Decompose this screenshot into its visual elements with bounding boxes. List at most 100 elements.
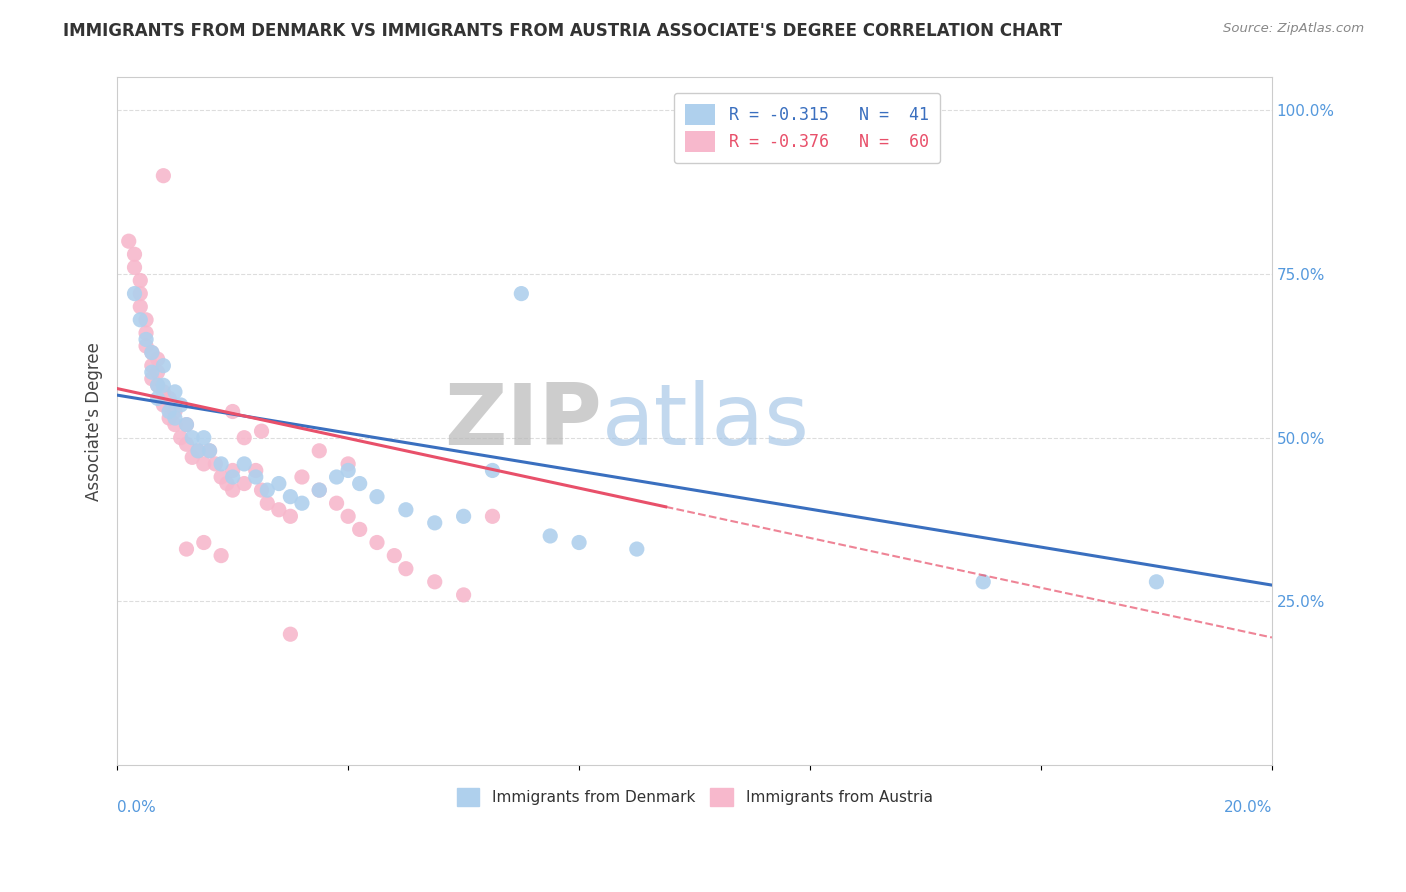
Point bbox=[221, 404, 243, 418]
Point bbox=[146, 378, 169, 392]
Text: 20.0%: 20.0% bbox=[1223, 799, 1272, 814]
Point bbox=[308, 483, 330, 497]
Point bbox=[233, 457, 256, 471]
Point bbox=[626, 542, 648, 557]
Point bbox=[325, 496, 347, 510]
Point bbox=[233, 431, 256, 445]
Point bbox=[209, 470, 232, 484]
Point bbox=[215, 476, 238, 491]
Point bbox=[256, 496, 278, 510]
Point bbox=[170, 431, 193, 445]
Text: Source: ZipAtlas.com: Source: ZipAtlas.com bbox=[1223, 22, 1364, 36]
Point bbox=[193, 457, 215, 471]
Point bbox=[308, 443, 330, 458]
Point bbox=[176, 417, 198, 432]
Text: atlas: atlas bbox=[602, 380, 810, 463]
Point bbox=[118, 234, 141, 248]
Point bbox=[163, 411, 186, 425]
Point bbox=[221, 463, 243, 477]
Point bbox=[141, 359, 163, 373]
Point bbox=[187, 443, 209, 458]
Point bbox=[256, 483, 278, 497]
Point bbox=[481, 463, 503, 477]
Point bbox=[124, 247, 146, 261]
Point bbox=[152, 398, 174, 412]
Point bbox=[124, 260, 146, 275]
Point bbox=[395, 502, 418, 516]
Point bbox=[423, 516, 446, 530]
Point bbox=[141, 372, 163, 386]
Point bbox=[181, 431, 204, 445]
Point bbox=[382, 549, 405, 563]
Point bbox=[176, 542, 198, 557]
Point bbox=[157, 404, 180, 418]
Point bbox=[280, 509, 302, 524]
Point bbox=[152, 169, 174, 183]
Point bbox=[209, 457, 232, 471]
Point bbox=[221, 470, 243, 484]
Y-axis label: Associate's Degree: Associate's Degree bbox=[86, 342, 103, 500]
Point bbox=[538, 529, 561, 543]
Point bbox=[146, 365, 169, 379]
Point bbox=[141, 345, 163, 359]
Point bbox=[366, 535, 388, 549]
Point bbox=[972, 574, 994, 589]
Point bbox=[291, 470, 314, 484]
Point bbox=[146, 392, 169, 406]
Point bbox=[349, 523, 371, 537]
Point bbox=[245, 470, 267, 484]
Point bbox=[349, 476, 371, 491]
Point bbox=[204, 457, 226, 471]
Point bbox=[141, 345, 163, 359]
Point bbox=[135, 333, 157, 347]
Point bbox=[163, 404, 186, 418]
Point bbox=[1144, 574, 1167, 589]
Point bbox=[141, 365, 163, 379]
Point bbox=[129, 286, 152, 301]
Point bbox=[198, 443, 221, 458]
Point bbox=[267, 502, 290, 516]
Point bbox=[170, 398, 193, 412]
Point bbox=[325, 470, 347, 484]
Point bbox=[453, 509, 475, 524]
Point bbox=[129, 273, 152, 287]
Point bbox=[366, 490, 388, 504]
Point bbox=[176, 437, 198, 451]
Point bbox=[423, 574, 446, 589]
Point bbox=[267, 476, 290, 491]
Point bbox=[163, 417, 186, 432]
Text: ZIP: ZIP bbox=[444, 380, 602, 463]
Text: IMMIGRANTS FROM DENMARK VS IMMIGRANTS FROM AUSTRIA ASSOCIATE'S DEGREE CORRELATIO: IMMIGRANTS FROM DENMARK VS IMMIGRANTS FR… bbox=[63, 22, 1063, 40]
Point bbox=[181, 450, 204, 465]
Point bbox=[135, 326, 157, 340]
Legend: Immigrants from Denmark, Immigrants from Austria: Immigrants from Denmark, Immigrants from… bbox=[450, 781, 939, 813]
Point bbox=[568, 535, 591, 549]
Point bbox=[135, 313, 157, 327]
Point bbox=[124, 286, 146, 301]
Point bbox=[453, 588, 475, 602]
Point bbox=[193, 535, 215, 549]
Point bbox=[337, 509, 360, 524]
Point bbox=[291, 496, 314, 510]
Point bbox=[152, 359, 174, 373]
Point bbox=[163, 384, 186, 399]
Point bbox=[193, 431, 215, 445]
Point bbox=[395, 562, 418, 576]
Point bbox=[198, 443, 221, 458]
Point bbox=[233, 476, 256, 491]
Point bbox=[135, 339, 157, 353]
Point bbox=[250, 424, 273, 438]
Text: 0.0%: 0.0% bbox=[117, 799, 156, 814]
Point bbox=[209, 549, 232, 563]
Point bbox=[157, 392, 180, 406]
Point bbox=[187, 443, 209, 458]
Point bbox=[337, 463, 360, 477]
Point bbox=[146, 378, 169, 392]
Point bbox=[245, 463, 267, 477]
Point bbox=[481, 509, 503, 524]
Point bbox=[250, 483, 273, 497]
Point bbox=[152, 384, 174, 399]
Point bbox=[510, 286, 533, 301]
Point bbox=[157, 411, 180, 425]
Point bbox=[129, 313, 152, 327]
